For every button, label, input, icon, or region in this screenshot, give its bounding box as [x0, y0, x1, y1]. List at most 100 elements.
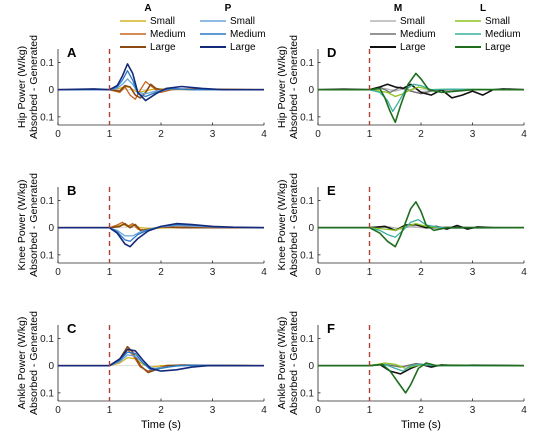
y-axis-label-line: Hip Power (W/kg)	[16, 46, 28, 128]
panel-label: C	[67, 321, 77, 336]
y-tick-label: 0.1	[300, 388, 314, 399]
y-axis-label: Knee Power (W/kg)Absorbed - Generated	[276, 173, 300, 277]
legend-left: A Small Medium Large P Small Medium Large	[120, 3, 266, 53]
x-tick-label: 4	[521, 129, 527, 140]
x-tick-label: 4	[521, 405, 527, 416]
y-axis-label-line: Absorbed - Generated	[28, 35, 40, 139]
y-tick-label: 0	[48, 223, 54, 234]
x-tick-label: 2	[418, 129, 424, 140]
x-tick-label: 2	[158, 129, 164, 140]
y-tick-label: 0	[308, 223, 314, 234]
x-tick-label: 3	[210, 267, 216, 278]
legend-item-label: Medium	[150, 29, 186, 40]
x-tick-label: 3	[470, 129, 476, 140]
y-axis-label-line: Hip Power (W/kg)	[276, 46, 288, 128]
panel-label: D	[327, 45, 336, 60]
y-tick-label: 0.1	[40, 112, 54, 123]
panel-label: F	[327, 321, 335, 336]
y-tick-label: 0.1	[40, 196, 54, 207]
x-tick-label: 0	[55, 267, 61, 278]
x-tick-label: 0	[315, 405, 321, 416]
x-tick-label: 3	[470, 405, 476, 416]
y-axis-label: Ankle Power (W/kg)Absorbed - Generated	[16, 311, 40, 415]
legend-item-label: Large	[400, 42, 426, 53]
y-tick-label: 0.1	[40, 250, 54, 261]
legend-item-label: Small	[400, 16, 425, 27]
x-tick-label: 2	[158, 405, 164, 416]
y-axis-label-line: Ankle Power (W/kg)	[276, 317, 288, 410]
y-axis-label-line: Ankle Power (W/kg)	[16, 317, 28, 410]
y-tick-label: 0.1	[300, 196, 314, 207]
legend-group-title: M	[394, 3, 402, 14]
x-axis-label: Time (s)	[141, 419, 181, 431]
y-axis-label: Hip Power (W/kg)Absorbed - Generated	[16, 35, 40, 139]
y-tick-label: 0.1	[40, 58, 54, 69]
series-line	[318, 201, 524, 248]
series-line	[318, 83, 524, 99]
legend-item-label: Small	[230, 16, 255, 27]
x-tick-label: 1	[107, 405, 113, 416]
x-tick-label: 4	[261, 267, 267, 278]
x-tick-label: 2	[418, 405, 424, 416]
legend-item-label: Large	[230, 42, 256, 53]
x-tick-label: 4	[521, 267, 527, 278]
series-line	[318, 72, 524, 124]
legend-item-label: Medium	[400, 29, 436, 40]
legend-item-label: Large	[485, 42, 511, 53]
panel-label: B	[67, 183, 76, 198]
legend-item-label: Large	[150, 42, 176, 53]
y-tick-label: 0.1	[300, 334, 314, 345]
legend-group-title: P	[225, 3, 232, 14]
y-tick-label: 0.1	[40, 334, 54, 345]
x-tick-label: 0	[315, 267, 321, 278]
x-tick-label: 0	[55, 405, 61, 416]
y-tick-label: 0.1	[40, 388, 54, 399]
legend-group-title: L	[480, 3, 486, 14]
x-tick-label: 4	[261, 129, 267, 140]
panel-label: A	[67, 45, 77, 60]
legend-item-label: Medium	[485, 29, 521, 40]
y-tick-label: 0	[48, 85, 54, 96]
x-tick-label: 2	[418, 267, 424, 278]
series-line	[58, 83, 264, 99]
legend-right: M Small Medium Large L Small Medium Large	[370, 3, 521, 53]
legend-item-label: Medium	[230, 29, 266, 40]
x-tick-label: 1	[107, 267, 113, 278]
y-tick-label: 0	[48, 361, 54, 372]
legend-item-label: Small	[485, 16, 510, 27]
series-line	[58, 70, 264, 98]
y-tick-label: 0	[308, 85, 314, 96]
y-axis-label-line: Absorbed - Generated	[28, 173, 40, 277]
legend-item-label: Small	[150, 16, 175, 27]
x-tick-label: 1	[107, 129, 113, 140]
y-tick-label: 0.1	[300, 250, 314, 261]
y-axis-label: Knee Power (W/kg)Absorbed - Generated	[16, 173, 40, 277]
x-axis-label: Time (s)	[401, 419, 441, 431]
y-axis-label-line: Knee Power (W/kg)	[276, 179, 288, 270]
series-line	[58, 63, 264, 102]
y-tick-label: 0.1	[300, 58, 314, 69]
series-line	[58, 222, 264, 248]
x-tick-label: 0	[315, 129, 321, 140]
y-axis-label-line: Absorbed - Generated	[288, 311, 300, 415]
panel-label: E	[327, 183, 336, 198]
x-tick-label: 4	[261, 405, 267, 416]
x-tick-label: 2	[158, 267, 164, 278]
series-line	[58, 348, 264, 372]
y-tick-label: 0.1	[300, 112, 314, 123]
series-line	[58, 222, 264, 232]
y-axis-label-line: Absorbed - Generated	[288, 35, 300, 139]
y-axis-label-line: Knee Power (W/kg)	[16, 179, 28, 270]
legend-group-title: A	[144, 3, 151, 14]
x-tick-label: 3	[210, 129, 216, 140]
y-tick-label: 0	[308, 361, 314, 372]
y-axis-label: Ankle Power (W/kg)Absorbed - Generated	[276, 311, 300, 415]
y-axis-label: Hip Power (W/kg)Absorbed - Generated	[276, 35, 300, 139]
x-tick-label: 0	[55, 129, 61, 140]
